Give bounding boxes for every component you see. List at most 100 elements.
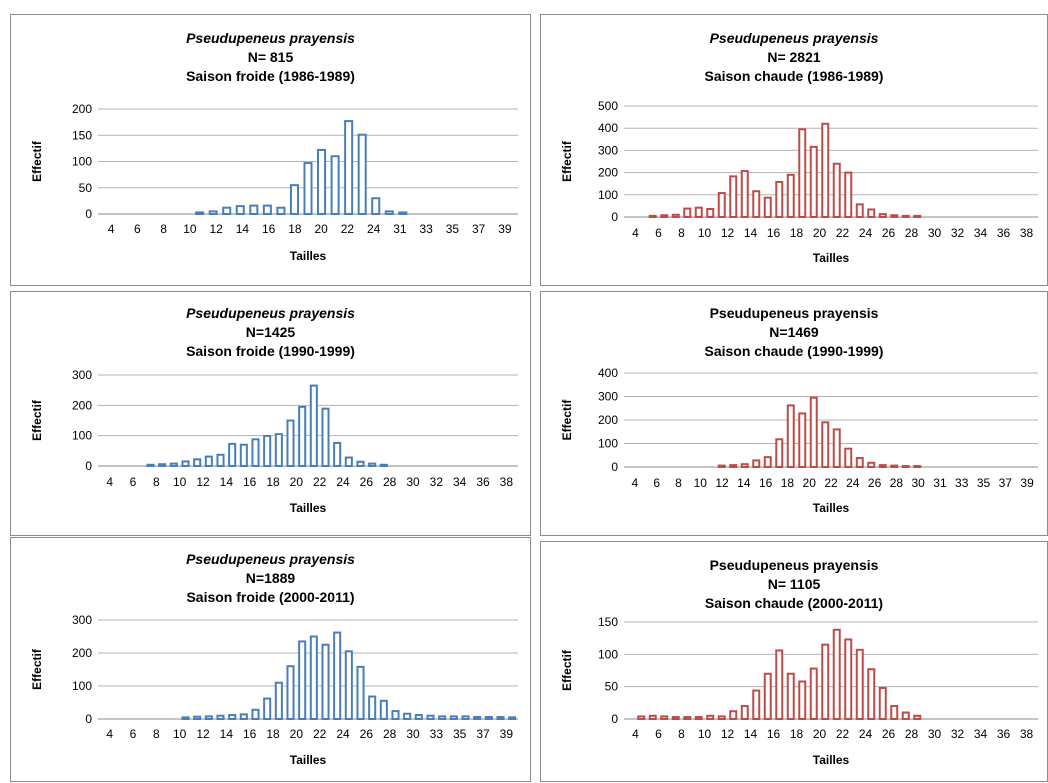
y-tick-label: 200 [72, 102, 92, 116]
chart-title-block: Pseudupeneus prayensis N=1889 Saison fro… [11, 550, 530, 607]
bar-chart-froide-2000-2011: 0 100 200 300 4 6 8 10 12 14 16 18 20 22 24 26 28 30 33 35 3… [30, 613, 518, 767]
chart-n-label: N= 815 [247, 49, 294, 65]
bar [274, 681, 283, 720]
x-tick-label: 33 [955, 476, 969, 490]
y-axis-label: Effectif [30, 399, 44, 441]
bar [333, 441, 342, 468]
bar [637, 715, 646, 720]
bar [855, 457, 864, 469]
bar [786, 404, 795, 468]
x-tick-label: 26 [882, 226, 896, 240]
bar [648, 714, 657, 720]
bar [330, 155, 340, 215]
bar-chart-chaude-2000-2011: 0 50 100 150 4 6 8 10 12 14 16 18 20 22 24 26 28 30 32 34 36… [560, 615, 1038, 767]
bar [717, 715, 726, 720]
bar [660, 715, 669, 720]
bar [158, 463, 167, 467]
chart-title-block: Pseudupeneus prayensis N= 2821 Saison ch… [541, 29, 1047, 86]
x-tick-label: 20 [813, 226, 827, 240]
x-tick-label: 6 [655, 727, 662, 741]
y-tick-label: 100 [72, 429, 92, 443]
chart-title: Pseudupeneus prayensis [709, 30, 879, 46]
bar [344, 120, 354, 215]
bar [403, 712, 412, 721]
x-tick-label: 16 [243, 475, 257, 489]
bar [321, 407, 330, 467]
x-tick-label: 12 [715, 476, 729, 490]
y-tick-label: 0 [85, 459, 92, 473]
x-tick-label: 22 [824, 476, 838, 490]
bar [216, 453, 225, 468]
chart-subtitle: Saison chaude (1986-1989) [704, 68, 884, 84]
x-tick-label: 8 [160, 222, 167, 236]
x-tick-label: 35 [977, 476, 991, 490]
x-tick-label: 4 [632, 727, 639, 741]
bar [193, 458, 202, 467]
bar [286, 419, 295, 467]
y-tick-label: 200 [72, 398, 92, 412]
x-tick-label: 20 [290, 475, 304, 489]
y-tick-label: 50 [79, 181, 93, 195]
chart-title: Pseudupeneus prayensis [709, 305, 879, 321]
bar [309, 635, 318, 720]
x-tick-label: 32 [951, 226, 965, 240]
bar [289, 184, 299, 215]
bar [671, 213, 680, 218]
x-tick-label: 24 [367, 222, 381, 236]
x-tick-label: 12 [209, 222, 223, 236]
x-tick-label: 8 [678, 226, 685, 240]
bar [228, 714, 237, 720]
x-tick-label: 14 [737, 476, 751, 490]
x-tick-label: 10 [183, 222, 197, 236]
bar [901, 214, 910, 218]
y-tick-label: 0 [611, 712, 618, 726]
bar [648, 214, 657, 218]
y-axis-label: Effectif [30, 140, 44, 182]
bar [671, 716, 680, 720]
bar [809, 667, 818, 720]
x-tick-label: 24 [336, 727, 350, 741]
x-tick-label: 18 [266, 727, 280, 741]
bar [729, 175, 738, 218]
bar [239, 713, 248, 721]
bar [368, 462, 377, 468]
bar [740, 705, 749, 720]
bar [786, 173, 795, 219]
x-tick-label: 12 [196, 727, 210, 741]
chart-n-label: N= 2821 [767, 49, 821, 65]
bar [276, 206, 286, 215]
x-tick-label: 28 [905, 226, 919, 240]
x-tick-label: 10 [173, 727, 187, 741]
y-axis-label: Effectif [560, 399, 574, 441]
chart-title-block: Pseudupeneus prayensis N= 815 Saison fro… [11, 29, 530, 86]
bar [181, 460, 190, 467]
y-tick-label: 400 [598, 366, 618, 380]
x-tick-label: 16 [262, 222, 276, 236]
chart-title-block: Pseudupeneus prayensis N=1469 Saison cha… [541, 304, 1047, 361]
x-tick-label: 26 [868, 476, 882, 490]
x-tick-label: 30 [406, 475, 420, 489]
bar [484, 716, 493, 721]
x-tick-label: 22 [836, 727, 850, 741]
bar [867, 461, 876, 469]
x-tick-label: 10 [173, 475, 187, 489]
y-tick-label: 300 [598, 143, 618, 157]
chart-subtitle: Saison chaude (1990-1999) [704, 343, 884, 359]
bar [263, 697, 272, 720]
x-tick-label: 30 [911, 476, 925, 490]
x-axis-label: Tailles [290, 249, 327, 263]
chart-title: Pseudupeneus prayensis [186, 305, 355, 321]
x-tick-label: 24 [859, 727, 873, 741]
x-tick-label: 22 [341, 222, 355, 236]
bar [878, 686, 887, 721]
chart-subtitle: Saison froide (1990-1999) [186, 343, 355, 359]
x-tick-label: 22 [313, 727, 327, 741]
chart-panel-chaude-1986-1989: Pseudupeneus prayensis N= 2821 Saison ch… [540, 14, 1048, 286]
bar [333, 631, 342, 720]
x-tick-label: 22 [313, 475, 327, 489]
chart-subtitle: Saison chaude (2000-2011) [704, 595, 884, 611]
x-tick-label: 32 [951, 727, 965, 741]
bar [146, 463, 155, 468]
x-tick-label: 10 [694, 476, 708, 490]
bar [208, 210, 218, 215]
